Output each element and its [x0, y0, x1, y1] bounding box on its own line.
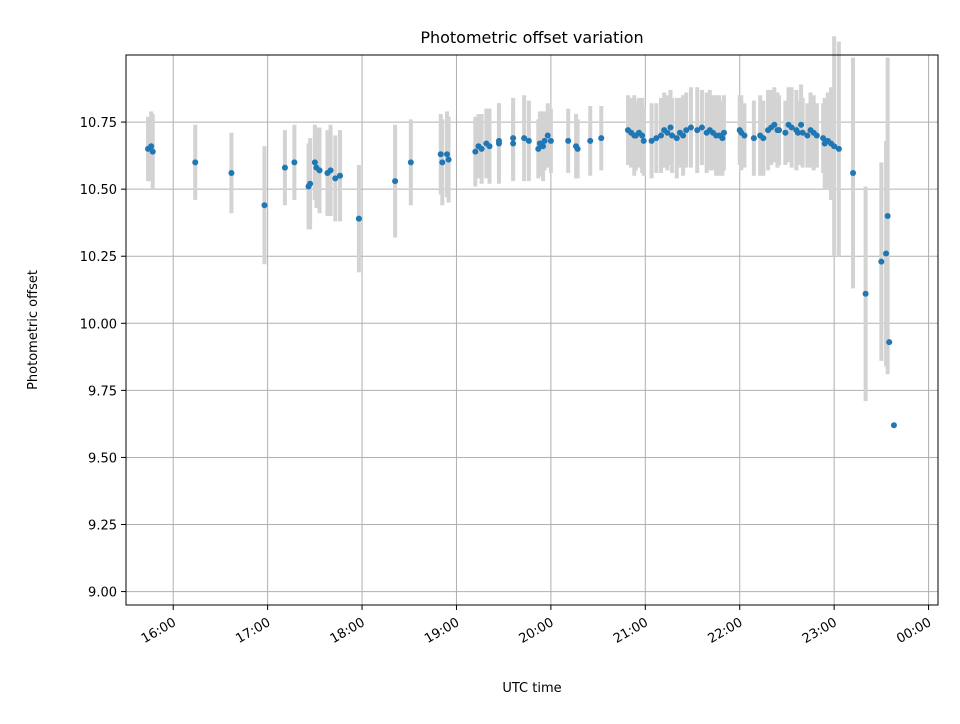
data-point — [495, 137, 502, 144]
data-point — [587, 137, 594, 144]
plot-frame — [125, 54, 939, 606]
data-point — [683, 127, 690, 134]
y-tick-label: 10.25 — [80, 250, 117, 265]
data-point — [782, 129, 789, 136]
data-point — [148, 143, 155, 150]
data-point — [673, 135, 680, 142]
data-point — [771, 121, 778, 128]
data-point — [648, 137, 655, 144]
data-point — [544, 132, 551, 139]
data-point — [332, 175, 339, 182]
y-axis-label: Photometric offset — [26, 270, 41, 390]
data-point — [720, 129, 727, 136]
data-point — [680, 132, 687, 139]
data-point — [444, 151, 451, 158]
data-point — [540, 143, 547, 150]
data-point — [281, 164, 288, 171]
data-point — [228, 170, 235, 177]
y-tick-label: 10.00 — [80, 317, 117, 332]
data-point — [886, 339, 893, 346]
data-point — [407, 159, 414, 166]
data-point — [788, 124, 795, 131]
data-point — [831, 143, 838, 150]
data-point — [311, 159, 318, 166]
data-point — [640, 137, 647, 144]
data-point — [486, 143, 493, 150]
data-point — [337, 172, 344, 179]
data-point — [535, 145, 542, 152]
data-point — [291, 159, 298, 166]
data-point — [741, 132, 748, 139]
data-point — [521, 135, 528, 142]
y-tick-label: 10.50 — [80, 183, 117, 198]
data-point — [799, 129, 806, 136]
data-point — [639, 132, 646, 139]
y-tick-label: 9.50 — [88, 451, 117, 466]
data-point — [437, 151, 444, 158]
chart-title: Photometric offset variation — [420, 28, 643, 47]
data-point — [835, 145, 842, 152]
data-point — [574, 145, 581, 152]
y-tick-label: 9.75 — [88, 384, 117, 399]
data-point — [890, 422, 897, 429]
data-point — [687, 124, 694, 131]
data-point — [658, 132, 665, 139]
data-point — [149, 148, 156, 155]
data-point — [862, 290, 869, 297]
data-point — [669, 132, 676, 139]
data-point — [878, 258, 885, 265]
data-point — [653, 135, 660, 142]
data-point — [316, 167, 323, 174]
data-point — [850, 170, 857, 177]
data-point — [884, 212, 891, 219]
data-point — [307, 180, 314, 187]
data-point — [776, 127, 783, 134]
data-point — [750, 135, 757, 142]
data-point — [525, 137, 532, 144]
data-point — [327, 167, 334, 174]
data-point — [478, 145, 485, 152]
data-point — [472, 148, 479, 155]
data-point — [798, 121, 805, 128]
y-tick-label: 10.75 — [80, 116, 117, 131]
data-point — [598, 135, 605, 142]
data-point — [719, 135, 726, 142]
data-point — [547, 137, 554, 144]
data-point — [804, 132, 811, 139]
data-point — [664, 129, 671, 136]
data-point — [192, 159, 199, 166]
data-point — [445, 156, 452, 163]
x-axis-label: UTC time — [502, 681, 561, 696]
data-point — [261, 202, 268, 209]
data-point — [541, 137, 548, 144]
data-point — [760, 135, 767, 142]
data-point — [392, 178, 399, 185]
data-point — [694, 127, 701, 134]
data-point — [667, 124, 674, 131]
data-point — [883, 250, 890, 257]
data-point — [813, 132, 820, 139]
data-point — [820, 135, 827, 142]
data-point — [698, 124, 705, 131]
data-point — [510, 140, 517, 147]
data-point — [355, 215, 362, 222]
data-point — [439, 159, 446, 166]
data-point — [510, 135, 517, 142]
data-point — [565, 137, 572, 144]
y-tick-label: 9.25 — [88, 519, 117, 534]
y-axis: 9.00 9.25 9.50 9.75 10.00 10.25 10.50 10.75 — [80, 116, 126, 601]
y-tick-label: 9.00 — [88, 586, 117, 601]
data-point — [794, 129, 801, 136]
data-points — [145, 121, 897, 429]
